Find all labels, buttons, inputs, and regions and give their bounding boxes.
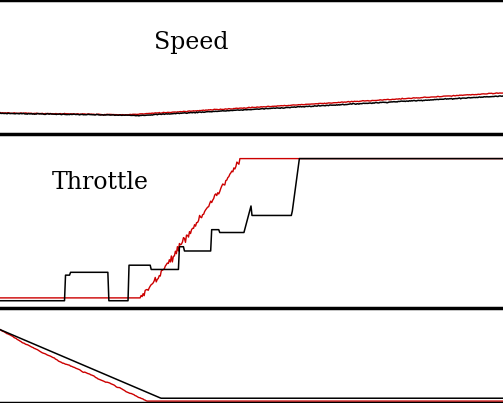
Text: Throttle: Throttle [52,171,149,194]
Text: Speed: Speed [154,31,228,54]
